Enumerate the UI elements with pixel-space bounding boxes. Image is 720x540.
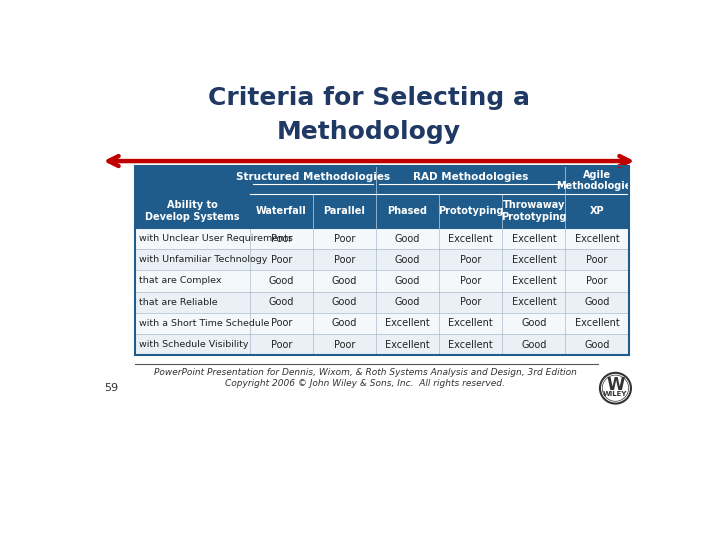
Text: Poor: Poor <box>271 255 292 265</box>
Text: Excellent: Excellent <box>449 234 493 244</box>
Text: Throwaway
Prototyping: Throwaway Prototyping <box>501 200 567 222</box>
Bar <box>135 271 629 292</box>
Text: Parallel: Parallel <box>323 206 365 216</box>
Text: Excellent: Excellent <box>449 318 493 328</box>
Bar <box>135 166 629 228</box>
Text: Good: Good <box>332 297 357 307</box>
Text: Poor: Poor <box>333 234 355 244</box>
Text: Good: Good <box>585 340 610 349</box>
Text: with Unfamiliar Technology: with Unfamiliar Technology <box>139 255 267 264</box>
Text: Excellent: Excellent <box>575 318 619 328</box>
Bar <box>135 249 629 271</box>
Text: Agile
Methodologies: Agile Methodologies <box>557 170 638 191</box>
Text: XP: XP <box>590 206 604 216</box>
Text: Phased: Phased <box>387 206 428 216</box>
Text: Good: Good <box>395 234 420 244</box>
Text: with a Short Time Schedule: with a Short Time Schedule <box>139 319 269 328</box>
Text: Good: Good <box>332 276 357 286</box>
Text: Criteria for Selecting a
Methodology: Criteria for Selecting a Methodology <box>208 86 530 144</box>
Text: RAD Methodologies: RAD Methodologies <box>413 172 528 182</box>
Text: Poor: Poor <box>333 340 355 349</box>
Text: with Schedule Visibility: with Schedule Visibility <box>139 340 248 349</box>
Text: Good: Good <box>395 297 420 307</box>
Text: Good: Good <box>521 318 546 328</box>
Text: Structured Methodologies: Structured Methodologies <box>235 172 390 182</box>
Text: WILEY: WILEY <box>603 392 628 397</box>
Text: that are Complex: that are Complex <box>139 276 221 286</box>
Text: Poor: Poor <box>460 276 482 286</box>
Bar <box>135 228 629 249</box>
Text: Excellent: Excellent <box>511 276 557 286</box>
Text: Good: Good <box>521 340 546 349</box>
Text: Excellent: Excellent <box>575 234 619 244</box>
Text: Poor: Poor <box>460 255 482 265</box>
Bar <box>135 292 629 313</box>
Text: Good: Good <box>269 297 294 307</box>
Text: Poor: Poor <box>460 297 482 307</box>
Text: Prototyping: Prototyping <box>438 206 503 216</box>
Text: Poor: Poor <box>271 318 292 328</box>
Bar <box>135 166 629 355</box>
Text: Poor: Poor <box>586 255 608 265</box>
Text: with Unclear User Requirements: with Unclear User Requirements <box>139 234 293 243</box>
Text: Excellent: Excellent <box>511 234 557 244</box>
Text: Poor: Poor <box>271 234 292 244</box>
Text: 59: 59 <box>104 383 118 393</box>
Text: Good: Good <box>332 318 357 328</box>
Text: W: W <box>606 376 625 394</box>
Text: Poor: Poor <box>333 255 355 265</box>
Text: Excellent: Excellent <box>511 255 557 265</box>
Text: Good: Good <box>395 255 420 265</box>
Text: Poor: Poor <box>271 340 292 349</box>
Text: Excellent: Excellent <box>449 340 493 349</box>
Text: Good: Good <box>269 276 294 286</box>
Text: Poor: Poor <box>586 276 608 286</box>
Bar <box>135 313 629 334</box>
Text: that are Reliable: that are Reliable <box>139 298 217 307</box>
Text: Ability to
Develop Systems: Ability to Develop Systems <box>145 200 240 222</box>
Text: PowerPoint Presentation for Dennis, Wixom, & Roth Systems Analysis and Design, 3: PowerPoint Presentation for Dennis, Wixo… <box>153 368 577 388</box>
Text: Good: Good <box>395 276 420 286</box>
Text: Good: Good <box>585 297 610 307</box>
Text: Excellent: Excellent <box>385 318 430 328</box>
Text: Excellent: Excellent <box>385 340 430 349</box>
Bar <box>135 334 629 355</box>
Text: Excellent: Excellent <box>511 297 557 307</box>
Text: Waterfall: Waterfall <box>256 206 307 216</box>
